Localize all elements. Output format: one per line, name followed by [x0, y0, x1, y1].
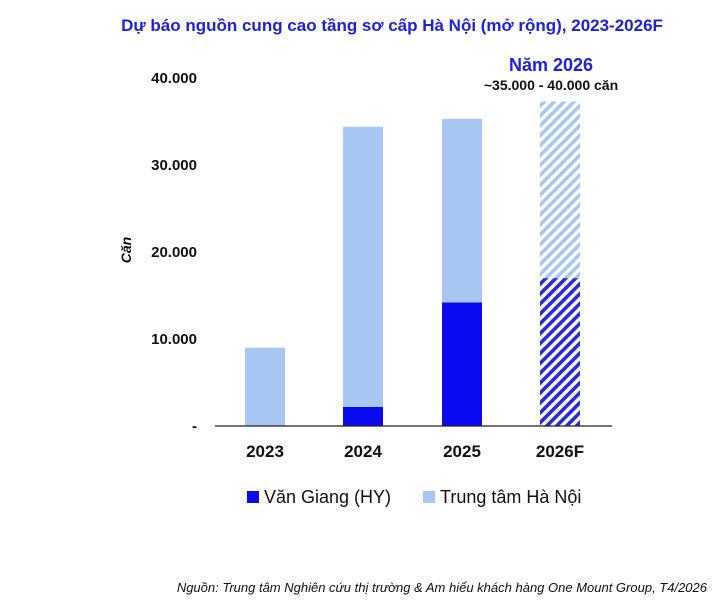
source-note: Nguồn: Trung tâm Nghiên cứu thị trường &… — [177, 580, 708, 595]
annotation-title: Năm 2026 — [509, 55, 593, 75]
y-tick-label: 40.000 — [151, 70, 197, 87]
bar-2026F-van-giang — [540, 278, 580, 426]
y-axis-ticks: - 10.000 20.000 30.000 40.000 — [151, 70, 197, 435]
x-tick-label: 2026F — [536, 442, 584, 461]
y-tick-label: - — [192, 418, 197, 435]
bar-2025-van-giang — [442, 302, 482, 426]
bar-2023-trung-tam-ha-noi — [245, 347, 285, 426]
x-axis-ticks: 2023 2024 2025 2026F — [246, 442, 584, 461]
y-tick-label: 10.000 — [151, 331, 197, 348]
bar-2026F-trung-tam-ha-noi — [540, 101, 580, 279]
y-tick-label: 30.000 — [151, 157, 197, 174]
x-tick-label: 2024 — [344, 442, 382, 461]
legend: Văn Giang (HY) Trung tâm Hà Nội — [247, 487, 581, 507]
bar-2024-trung-tam-ha-noi — [343, 126, 383, 407]
bars — [245, 101, 580, 426]
y-axis-label: Căn — [118, 237, 134, 263]
annotation-subtitle: ~35.000 - 40.000 căn — [484, 77, 618, 93]
legend-label: Văn Giang (HY) — [264, 487, 391, 507]
legend-swatch — [423, 491, 435, 503]
legend-label: Trung tâm Hà Nội — [440, 487, 581, 507]
bar-2024-van-giang — [343, 406, 383, 426]
x-tick-label: 2025 — [443, 442, 481, 461]
legend-swatch — [247, 491, 259, 503]
y-tick-label: 20.000 — [151, 244, 197, 261]
x-tick-label: 2023 — [246, 442, 284, 461]
bar-2025-trung-tam-ha-noi — [442, 118, 482, 303]
chart-title: Dự báo nguồn cung cao tầng sơ cấp Hà Nội… — [121, 16, 663, 35]
